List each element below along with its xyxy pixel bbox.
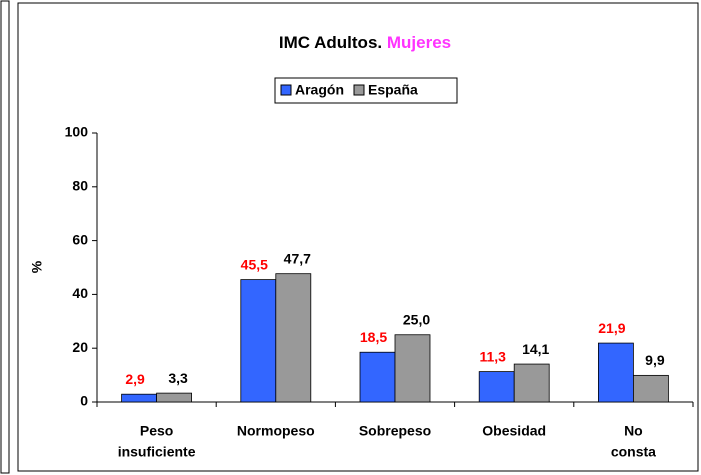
chart-border [17, 2, 699, 472]
value-label: 21,9 [598, 320, 625, 336]
y-tick-label: 20 [72, 339, 88, 355]
bar [513, 363, 550, 403]
bar [598, 342, 634, 403]
x-tick-label: Normopeso [237, 423, 315, 439]
value-label: 14,1 [522, 341, 549, 357]
bar [359, 351, 396, 403]
legend-swatch [280, 84, 292, 96]
value-label: 2,9 [125, 371, 145, 387]
bar [478, 371, 515, 403]
value-label: 25,0 [403, 311, 430, 327]
x-tick-label: Obesidad [482, 423, 546, 439]
value-label: 45,5 [241, 256, 268, 272]
chart-title: IMC Adultos. Mujeres [279, 33, 451, 52]
legend-label: España [368, 82, 418, 98]
bar [240, 279, 277, 403]
y-tick-label: 80 [72, 178, 88, 194]
value-label: 3,3 [168, 370, 188, 386]
y-tick-label: 100 [65, 124, 89, 140]
bar [156, 392, 193, 403]
y-axis-label: % [29, 260, 45, 273]
bar [394, 334, 431, 403]
x-tick-label: consta [611, 444, 656, 460]
value-label: 11,3 [479, 348, 506, 364]
y-tick-label: 60 [72, 231, 88, 247]
x-tick-label: No [624, 423, 643, 439]
y-tick-label: 0 [80, 393, 88, 409]
x-tick-label: Peso [140, 423, 173, 439]
x-tick-label: Sobrepeso [359, 423, 431, 439]
frame-edge [0, 0, 10, 474]
legend-label: Aragón [295, 82, 344, 98]
y-tick-label: 40 [72, 285, 88, 301]
bar [121, 393, 157, 403]
legend-swatch [353, 84, 365, 96]
bar [633, 374, 669, 403]
legend-box [274, 77, 458, 104]
bar [275, 273, 312, 403]
value-label: 9,9 [645, 352, 665, 368]
x-tick-label: insuficiente [118, 444, 196, 460]
value-label: 47,7 [284, 250, 311, 266]
value-label: 18,5 [360, 329, 387, 345]
